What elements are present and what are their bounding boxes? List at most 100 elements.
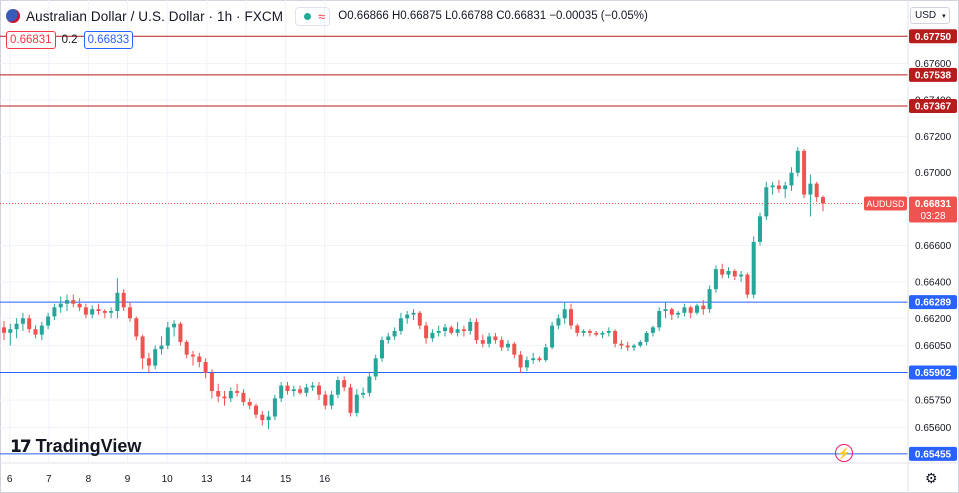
candle-bullish [354,394,359,413]
last-price-label-bg [909,196,957,223]
candle-bearish [493,336,498,341]
tradingview-mark-icon: 𝟭𝟳 [10,436,32,456]
candle-bearish [191,354,195,357]
candle-bearish [298,389,303,393]
support-label-bg [909,295,957,310]
time-tick-label: 15 [280,474,292,485]
candle-bearish [732,270,737,277]
candle-bullish [707,289,712,310]
candle-bearish [146,358,151,366]
gear-icon[interactable]: ⚙ [925,470,938,486]
buy-button[interactable]: 0.66833 [83,31,134,49]
candle-bearish [587,331,592,333]
candle-bullish [676,312,681,315]
flash-icon[interactable]: ⚡ [835,444,853,462]
symbol-title[interactable]: Australian Dollar / U.S. Dollar · 1h · F… [26,8,284,24]
resistance-level-label: 0.67367 [915,101,952,112]
candle-bullish [600,332,605,335]
support-level-label: 0.65902 [915,368,952,379]
candle-bullish [764,187,769,217]
resistance-label-bg [909,98,957,113]
candle-bearish [241,392,246,402]
candle-bullish [808,183,813,195]
time-tick-label: 8 [86,474,92,485]
quote-row: 0.66831 0.2 0.66833 [6,31,134,49]
candle-bearish [461,329,466,332]
candle-bullish [562,309,567,319]
candle-bearish [688,307,693,313]
chevron-down-icon: ▾ [942,12,946,20]
candles [2,147,825,430]
candle-bullish [468,321,473,332]
candle-bullish [65,300,69,304]
support-level-label: 0.65455 [915,449,952,460]
candle-bullish [153,349,158,366]
candle-bearish [33,329,38,335]
candle-bearish [625,345,630,348]
currency-selector[interactable]: USD ▾ [910,7,950,24]
change-value: −0.00035 (−0.05%) [549,10,648,22]
price-tick-label: 0.66050 [915,341,952,352]
candle-bearish [575,325,580,333]
candle-bullish [373,358,378,377]
symbol-tag: AUDUSD [866,199,905,209]
candle-bearish [323,394,328,406]
price-tick-label: 0.67200 [915,132,952,143]
candle-bullish [506,343,510,348]
candle-bullish [632,345,636,348]
candle-bullish [291,389,296,392]
resistance-level-label: 0.67538 [915,70,952,81]
candle-bullish [90,309,95,315]
candle-bearish [594,332,599,335]
candle-bearish [260,414,265,421]
candle-bearish [669,309,674,315]
candle-bearish [821,197,825,204]
candle-bearish [209,372,214,392]
candle-bearish [317,385,321,395]
candle-bullish [52,307,57,317]
time-tick-label: 7 [46,474,52,485]
candle-bullish [556,318,561,326]
high-value: H0.66875 [391,10,442,22]
open-value: O0.66866 [338,10,389,22]
candle-bullish [758,216,762,242]
candle-bearish [814,183,819,198]
candle-bearish [701,305,706,310]
time-tick-label: 14 [240,474,252,485]
sell-button[interactable]: 0.66831 [6,31,56,49]
candle-bullish [682,307,687,313]
candle-bullish [663,309,668,311]
last-price-line: AUDUSD [0,196,908,211]
candle-bullish [770,185,775,188]
market-open-dot-icon [304,12,312,20]
time-axis: 6 7 8 9 10 13 14 15 16 [0,462,959,485]
resistance-label-bg [909,67,957,82]
support-level-label: 0.66289 [915,298,952,309]
candle-bearish [203,361,208,373]
candle-bullish [109,310,114,313]
candle-bullish [789,172,794,186]
candle-bullish [606,331,611,333]
time-tick-label: 6 [7,474,13,485]
candle-bearish [222,396,227,399]
candle-bullish [361,392,366,395]
candle-bullish [39,325,44,335]
candle-bullish [751,241,756,295]
candle-bullish [228,391,233,399]
candle-bullish [543,347,548,361]
candle-bearish [802,150,807,195]
market-status-pill[interactable]: ≈ [295,6,331,26]
last-price-label: 0.66831 [915,199,952,210]
candle-bullish [430,332,435,339]
candle-bullish [8,329,13,333]
candle-bullish [14,323,19,330]
candle-bullish [272,398,277,417]
candle-bearish [499,340,504,348]
candle-bullish [367,376,372,393]
candle-bearish [424,325,429,339]
candle-bullish [531,358,536,361]
candle-bearish [285,385,290,392]
grid [0,0,908,462]
horizontal-levels [0,35,908,455]
